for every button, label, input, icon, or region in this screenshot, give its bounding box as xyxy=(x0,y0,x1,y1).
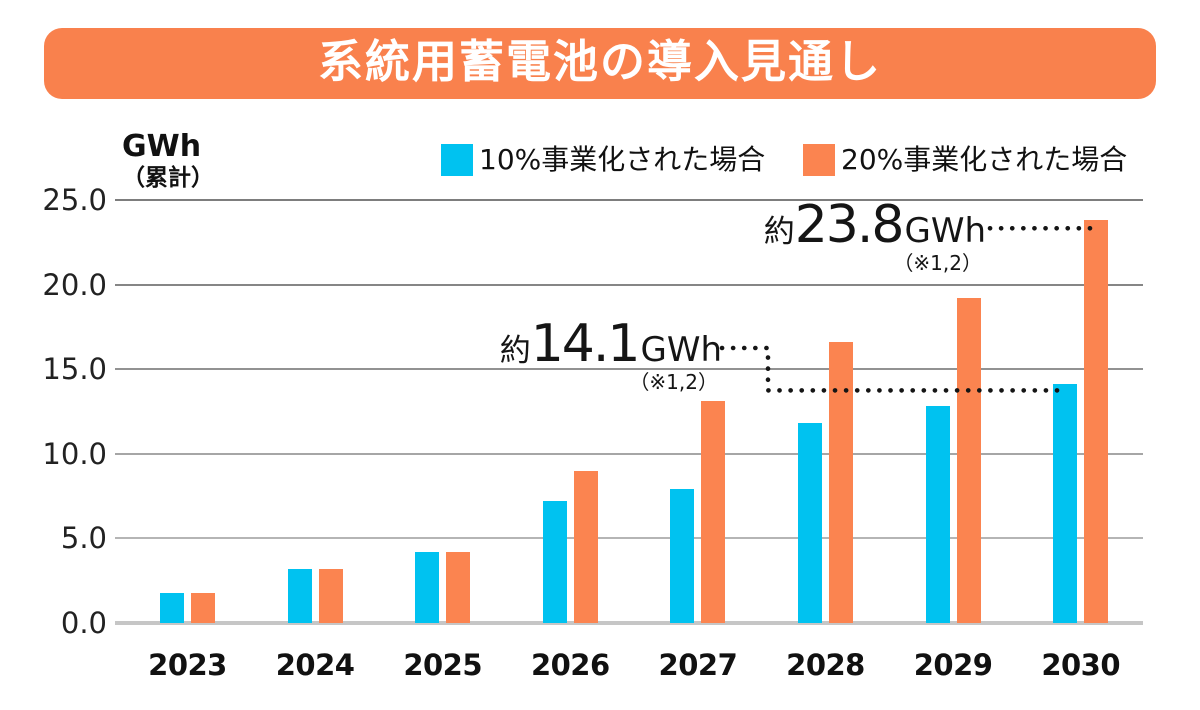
gridline-5.0 xyxy=(115,537,1143,540)
x-axis-label-2025: 2025 xyxy=(403,648,483,682)
legend-item-10pct: 10%事業化された場合 xyxy=(441,144,765,176)
bar-2029-10pct xyxy=(925,406,950,623)
bar-2026-10pct xyxy=(542,501,567,623)
x-axis-label-2028: 2028 xyxy=(786,648,865,682)
annotation-value: 23.8 xyxy=(794,195,905,256)
bar-2030-20pct xyxy=(1084,220,1109,623)
annotation-23.8-gwh: 約 23.8 GWh （※1,2） xyxy=(764,198,986,276)
y-axis-unit-cumulative: （累計） xyxy=(122,164,214,191)
x-axis-label-2023: 2023 xyxy=(148,648,227,682)
page-title: 系統用蓄電池の導入見通し xyxy=(317,35,882,88)
annotation-unit: GWh xyxy=(640,330,722,370)
x-axis-label-2024: 2024 xyxy=(275,648,355,682)
y-tick-label-15.0: 15.0 xyxy=(42,352,107,387)
bar-2025-10pct xyxy=(415,551,440,623)
bar-2027-20pct xyxy=(701,401,726,623)
bar-2029-20pct xyxy=(956,298,981,623)
bar-2024-20pct xyxy=(318,568,343,623)
y-tick-label-5.0: 5.0 xyxy=(60,521,107,556)
bar-2028-10pct xyxy=(798,423,822,623)
legend-swatch-10pct-icon xyxy=(441,144,473,176)
bar-2024-10pct xyxy=(287,568,312,623)
gridline-10.0 xyxy=(115,452,1143,455)
annotation-14.1-gwh: 約 14.1 GWh （※1,2） xyxy=(500,317,722,395)
annotation-footnote-ref: （※1,2） xyxy=(893,250,982,275)
y-axis-unit-gwh: GWh xyxy=(122,129,202,164)
bar-2025-20pct xyxy=(446,551,471,623)
bar-2027-10pct xyxy=(670,489,695,623)
title-banner: 系統用蓄電池の導入見通し xyxy=(44,28,1156,99)
gridline-25.0 xyxy=(115,199,1143,201)
y-tick-label-0.0: 0.0 xyxy=(60,606,107,640)
annotation-prefix: 約 xyxy=(499,333,531,369)
x-axis-label-2030: 2030 xyxy=(1041,648,1121,682)
y-tick-label-10.0: 10.0 xyxy=(42,436,107,471)
y-tick-label-20.0: 20.0 xyxy=(42,267,107,302)
legend-item-20pct: 20%事業化された場合 xyxy=(803,144,1127,176)
gridline-15.0 xyxy=(115,368,1143,371)
annotation-footnote-ref: （※1,2） xyxy=(629,369,718,394)
bar-2023-10pct xyxy=(160,592,184,623)
annotation-value: 14.1 xyxy=(530,314,641,374)
bar-2026-20pct xyxy=(573,470,598,623)
bar-2023-20pct xyxy=(191,592,215,623)
bar-2028-20pct xyxy=(829,342,853,623)
annotation-23.8-text: 約 23.8 GWh xyxy=(764,198,986,253)
bar-2030-10pct xyxy=(1053,384,1078,623)
annotation-unit: GWh xyxy=(904,211,986,252)
x-axis-label-2029: 2029 xyxy=(913,648,993,682)
legend-label-10pct: 10%事業化された場合 xyxy=(479,143,766,176)
y-tick-label-25.0: 25.0 xyxy=(42,183,107,217)
x-axis-baseline xyxy=(115,621,1143,625)
y-axis-unit-label: GWh （累計） xyxy=(122,131,214,190)
x-axis-label-2027: 2027 xyxy=(658,648,738,682)
annotation-prefix: 約 xyxy=(763,214,795,251)
legend-swatch-20pct-icon xyxy=(803,144,835,176)
gridline-20.0 xyxy=(115,283,1143,286)
x-axis-label-2026: 2026 xyxy=(530,648,610,682)
annotation-14.1-text: 約 14.1 GWh xyxy=(500,317,722,372)
legend-label-20pct: 20%事業化された場合 xyxy=(841,143,1128,176)
